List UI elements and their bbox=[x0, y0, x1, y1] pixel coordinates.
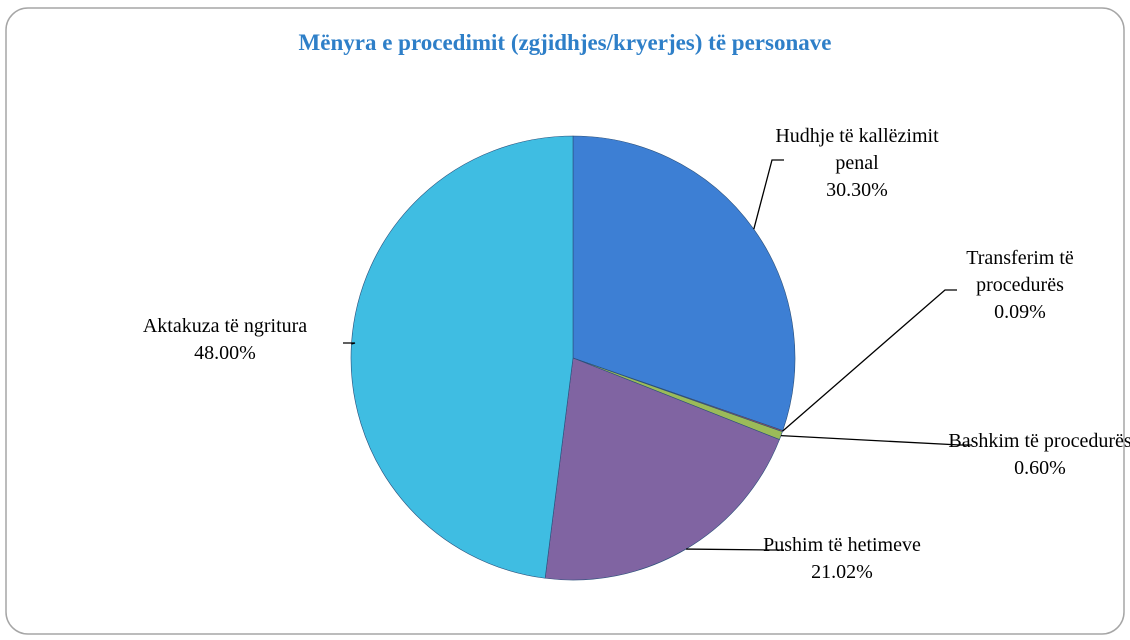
leader-line bbox=[753, 159, 784, 230]
chart-title: Mënyra e procedimit (zgjidhjes/kryerjes)… bbox=[298, 30, 832, 55]
category-label: Bashkim të procedurës bbox=[948, 430, 1130, 452]
category-label: Transferim të procedurës bbox=[966, 247, 1074, 296]
value-label: 30.30% bbox=[826, 179, 888, 201]
pie-slice bbox=[572, 135, 796, 431]
leader-line bbox=[686, 548, 784, 551]
category-label: Pushim të hetimeve bbox=[763, 534, 921, 556]
data-label: Bashkim të procedurës 0.60% bbox=[940, 428, 1130, 482]
category-label: Hudhje të kallëzimit penal bbox=[775, 125, 939, 174]
value-label: 48.00% bbox=[194, 342, 256, 364]
data-label: Transferim të procedurës 0.09% bbox=[920, 245, 1120, 326]
leader-line bbox=[343, 342, 356, 345]
leader-line bbox=[780, 434, 972, 446]
leader-line bbox=[782, 289, 957, 432]
value-label: 21.02% bbox=[811, 561, 873, 583]
category-label: Aktakuza të ngritura bbox=[142, 315, 308, 337]
value-label: 0.60% bbox=[1014, 457, 1066, 479]
value-label: 0.09% bbox=[994, 301, 1046, 323]
data-label: Aktakuza të ngritura 48.00% bbox=[125, 313, 325, 367]
data-label: Hudhje të kallëzimit penal 30.30% bbox=[757, 123, 957, 204]
data-label: Pushim të hetimeve 21.02% bbox=[742, 532, 942, 586]
